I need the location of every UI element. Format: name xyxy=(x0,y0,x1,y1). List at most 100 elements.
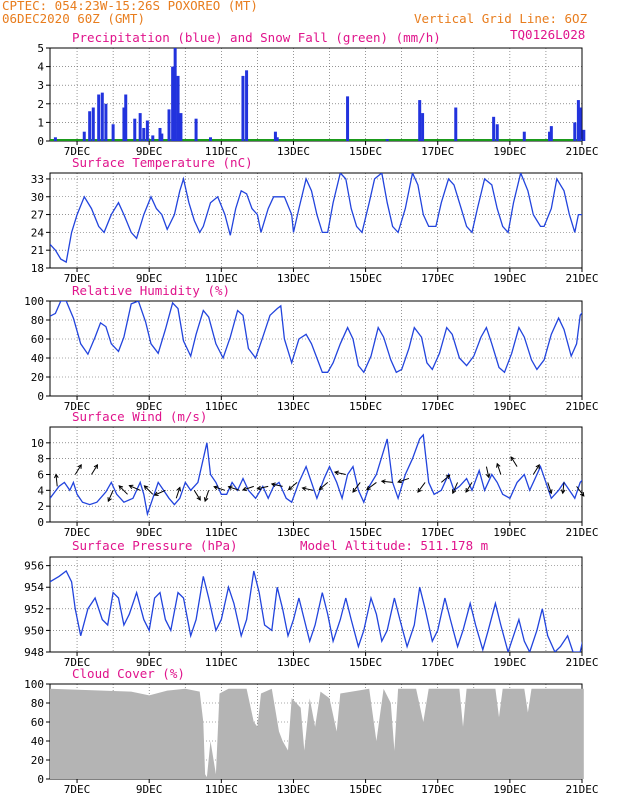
wind-arrow-head xyxy=(548,489,553,495)
y-tick-label: 21 xyxy=(31,244,44,257)
wind-arrow xyxy=(107,490,114,502)
y-tick-label: 950 xyxy=(24,624,44,637)
precip-bar xyxy=(124,94,128,141)
wind-arrow xyxy=(417,482,426,493)
y-tick-label: 4 xyxy=(37,61,44,74)
precip-bar xyxy=(122,107,126,141)
panel-frame xyxy=(49,300,583,397)
y-tick-label: 33 xyxy=(31,173,44,186)
wind-arrow xyxy=(193,490,201,501)
x-tick-label: 19DEC xyxy=(493,783,526,796)
y-tick-label: 2 xyxy=(37,98,44,111)
x-tick-label: 21DEC xyxy=(565,272,598,285)
y-tick-label: 24 xyxy=(31,226,45,239)
wind-arrow-head xyxy=(451,489,457,495)
x-tick-label: 15DEC xyxy=(349,145,382,158)
wind-arrow-head xyxy=(301,486,307,491)
wind-arrow xyxy=(302,487,314,491)
precip-bar xyxy=(176,75,180,141)
wind-arrow-head xyxy=(352,487,357,493)
x-tick-label: 17DEC xyxy=(421,656,454,669)
x-tick-label: 17DEC xyxy=(421,272,454,285)
y-tick-label: 6 xyxy=(37,469,44,482)
wind-arrow-head xyxy=(380,479,386,484)
precip-bar xyxy=(418,100,422,141)
x-tick-label: 9DEC xyxy=(136,272,163,285)
wind-arrow xyxy=(381,480,393,483)
precip-bar xyxy=(492,116,496,141)
y-tick-label: 0 xyxy=(37,390,44,403)
precip-bar xyxy=(151,135,155,141)
wind-arrow xyxy=(144,485,154,495)
x-tick-label: 13DEC xyxy=(277,526,310,539)
y-tick-label: 40 xyxy=(31,735,44,748)
panel-frame xyxy=(49,172,583,269)
wind-arrow-head xyxy=(128,484,134,490)
y-tick-label: 4 xyxy=(37,484,44,497)
wind-arrow-head xyxy=(579,491,585,497)
wind-arrow xyxy=(496,463,502,475)
wind-arrow-head xyxy=(77,464,82,469)
wind-arrow xyxy=(204,490,210,502)
precip-bar xyxy=(548,131,552,141)
x-tick-label: 15DEC xyxy=(349,400,382,413)
panel-title: Surface Temperature (nC) xyxy=(72,155,253,170)
y-tick-label: 30 xyxy=(31,191,44,204)
x-tick-label: 15DEC xyxy=(349,272,382,285)
precip-bar xyxy=(179,113,183,141)
precip-bar xyxy=(158,127,162,141)
x-tick-label: 11DEC xyxy=(205,526,238,539)
wind-arrow xyxy=(397,477,410,483)
x-tick-label: 13DEC xyxy=(277,783,310,796)
wind-arrow-head xyxy=(445,474,451,480)
precip-bar xyxy=(346,96,350,141)
wind-arrow xyxy=(562,482,565,494)
precip-bar xyxy=(82,131,86,141)
wind-arrow xyxy=(547,482,552,494)
y-tick-label: 60 xyxy=(31,333,44,346)
y-tick-label: 5 xyxy=(37,42,44,55)
x-tick-label: 7DEC xyxy=(64,526,91,539)
x-tick-label: 17DEC xyxy=(421,145,454,158)
wind-arrow xyxy=(334,471,346,475)
precip-bar xyxy=(53,137,57,141)
wind-arrow-head xyxy=(496,462,501,468)
panel-frame xyxy=(49,426,583,523)
x-tick-label: 7DEC xyxy=(64,272,91,285)
wind-arrow xyxy=(452,482,459,494)
x-tick-label: 15DEC xyxy=(349,656,382,669)
wind-arrow xyxy=(576,486,585,497)
precip-bar xyxy=(549,126,553,141)
wind-arrow xyxy=(91,464,98,475)
wind-arrow-head xyxy=(93,464,99,469)
wind-arrow-head xyxy=(203,497,209,503)
precip-bar xyxy=(421,113,425,141)
wind-arrow-head xyxy=(143,485,149,490)
header-date: 06DEC2020 60Z (GMT) xyxy=(2,11,145,26)
precip-bar xyxy=(142,127,146,141)
precip-bar xyxy=(173,48,177,141)
panel-title: Precipitation (blue) and Snow Fall (gree… xyxy=(72,30,441,45)
precip-bar xyxy=(578,107,582,141)
x-tick-label: 9DEC xyxy=(136,526,163,539)
wind-arrow xyxy=(532,464,540,475)
x-tick-label: 13DEC xyxy=(277,145,310,158)
y-tick-label: 2 xyxy=(37,500,44,513)
wind-arrow-head xyxy=(241,486,248,492)
precip-bar xyxy=(273,131,277,141)
panel-title: Surface Pressure (hPa) xyxy=(72,538,238,553)
precip-bar xyxy=(145,120,149,141)
x-tick-label: 7DEC xyxy=(64,400,91,413)
header-code: TQ0126L028 xyxy=(510,27,586,42)
panel-frame xyxy=(49,556,583,653)
header-grid-line: Vertical Grid Line: 6OZ xyxy=(414,11,588,26)
wind-arrow-head xyxy=(256,485,262,491)
y-tick-label: 952 xyxy=(24,603,44,616)
x-tick-label: 11DEC xyxy=(205,400,238,413)
wind-arrow xyxy=(485,466,490,478)
x-tick-label: 11DEC xyxy=(205,783,238,796)
precip-bar xyxy=(133,118,137,141)
wind-arrow xyxy=(288,482,298,490)
precip-bar xyxy=(111,124,115,141)
precip-bar xyxy=(209,137,213,141)
